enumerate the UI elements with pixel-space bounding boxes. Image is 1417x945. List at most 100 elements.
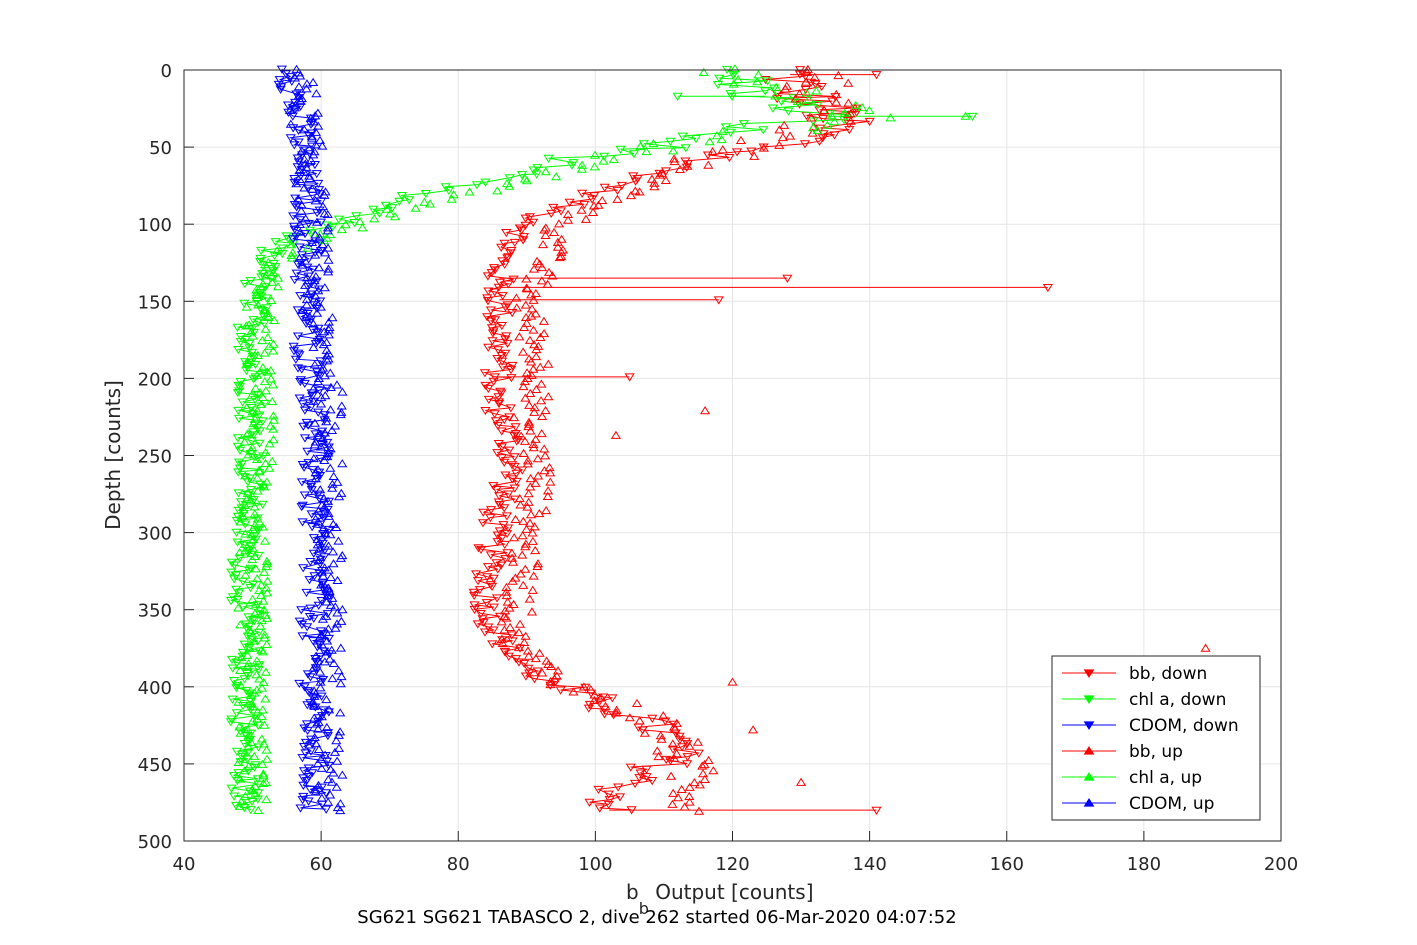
- legend-marker: [1083, 669, 1095, 678]
- data-point: [262, 367, 273, 376]
- data-point: [306, 129, 318, 138]
- data-point: [295, 292, 306, 301]
- legend-marker: [1083, 695, 1095, 704]
- data-point: [518, 347, 529, 356]
- data-point: [735, 135, 747, 145]
- data-point: [658, 711, 669, 720]
- data-point: [960, 111, 971, 120]
- data-point: [262, 559, 273, 568]
- series-bb-up: [496, 64, 1211, 815]
- data-point: [311, 170, 322, 179]
- data-point: [308, 342, 319, 351]
- data-point: [714, 74, 725, 83]
- legend-marker: [1083, 721, 1095, 730]
- data-point: [487, 640, 498, 649]
- data-point: [255, 621, 266, 630]
- data-point: [504, 181, 515, 190]
- data-point: [318, 361, 329, 370]
- data-point: [528, 166, 539, 175]
- data-point: [250, 599, 261, 608]
- data-point: [240, 620, 251, 629]
- data-point: [253, 665, 265, 674]
- data-point: [318, 586, 330, 595]
- data-point: [541, 505, 552, 515]
- data-point: [530, 545, 541, 555]
- data-point: [301, 777, 312, 786]
- data-point: [523, 421, 534, 431]
- data-point: [301, 319, 312, 328]
- x-axis-label-b: b: [626, 880, 639, 904]
- data-point: [315, 442, 327, 451]
- data-point: [285, 119, 296, 128]
- data-point: [599, 710, 610, 719]
- data-point: [235, 728, 246, 737]
- data-point: [314, 206, 325, 215]
- data-point: [667, 739, 678, 748]
- data-point: [335, 553, 346, 562]
- data-point: [233, 345, 244, 355]
- data-point: [724, 154, 735, 163]
- data-point: [244, 320, 255, 329]
- data-point: [482, 563, 494, 572]
- data-point: [309, 147, 320, 156]
- data-point: [493, 346, 504, 355]
- data-point: [295, 804, 306, 813]
- data-point: [472, 577, 484, 586]
- data-point: [496, 427, 507, 436]
- data-point: [254, 388, 266, 397]
- data-point: [783, 107, 794, 116]
- data-point: [310, 196, 321, 205]
- data-point: [259, 720, 270, 729]
- data-point: [328, 559, 339, 568]
- data-point: [631, 698, 643, 707]
- data-point: [331, 736, 342, 745]
- data-point: [479, 628, 491, 637]
- data-point: [814, 137, 825, 146]
- series-bb-down: [468, 66, 1053, 815]
- data-point: [503, 652, 514, 661]
- data-point: [803, 94, 814, 103]
- data-point: [236, 460, 247, 469]
- data-point: [492, 449, 503, 458]
- data-point: [272, 246, 283, 255]
- data-point: [505, 366, 517, 375]
- data-point: [1200, 643, 1211, 652]
- data-point: [806, 113, 817, 122]
- data-point: [517, 550, 528, 559]
- data-point: [321, 647, 333, 656]
- data-point: [528, 439, 539, 448]
- data-point: [322, 243, 334, 252]
- data-point: [239, 740, 250, 749]
- data-point: [513, 628, 525, 637]
- data-point: [299, 183, 310, 192]
- data-point: [625, 190, 637, 200]
- data-point: [304, 171, 315, 180]
- data-point: [236, 653, 247, 662]
- data-point: [542, 491, 553, 500]
- data-point: [404, 196, 415, 205]
- data-point: [656, 168, 668, 177]
- data-point: [309, 691, 320, 700]
- data-point: [322, 226, 333, 235]
- data-point: [608, 154, 619, 164]
- data-point: [288, 342, 299, 351]
- x-tick-label: 100: [578, 854, 612, 875]
- data-point: [318, 630, 329, 639]
- data-point: [252, 707, 263, 716]
- data-point: [245, 486, 257, 495]
- data-point: [525, 388, 536, 397]
- data-point: [564, 198, 575, 207]
- data-point: [507, 361, 518, 371]
- data-point: [333, 666, 344, 675]
- data-point: [649, 178, 660, 187]
- data-point: [531, 384, 542, 394]
- data-point: [313, 333, 325, 342]
- data-point: [672, 92, 683, 101]
- data-point: [296, 206, 307, 215]
- data-point: [292, 306, 303, 315]
- data-point: [485, 317, 497, 326]
- data-point: [661, 755, 672, 765]
- data-point: [732, 74, 744, 84]
- data-point: [517, 531, 528, 540]
- data-point: [528, 571, 539, 580]
